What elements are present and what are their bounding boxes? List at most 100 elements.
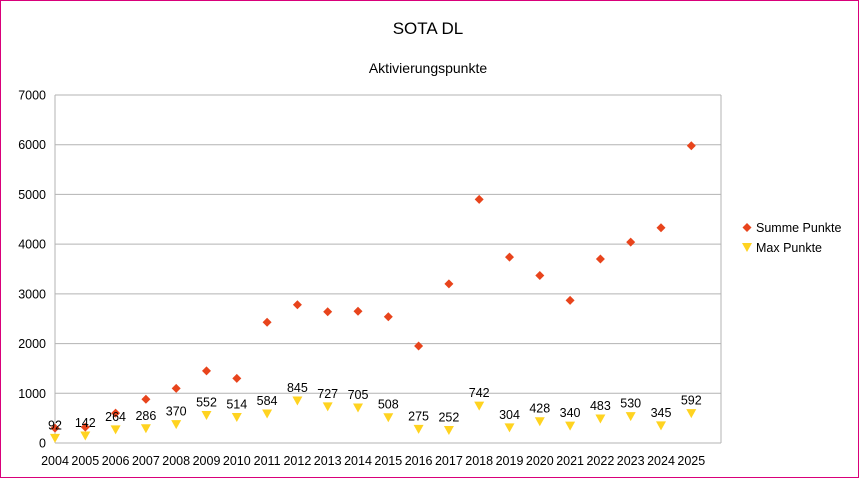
point-summe-punkte	[202, 366, 211, 376]
x-tick-label: 2019	[496, 454, 524, 468]
x-tick-label: 2016	[405, 454, 433, 468]
legend-item-summe: Summe Punkte	[742, 221, 842, 235]
x-tick-label: 2020	[526, 454, 554, 468]
point-summe-punkte	[323, 307, 333, 317]
data-label: 483	[590, 399, 611, 413]
point-summe-punkte	[535, 270, 545, 280]
point-max-punkte	[292, 396, 303, 406]
data-label: 264	[105, 410, 126, 424]
data-label: 508	[378, 398, 399, 412]
y-tick-label: 4000	[18, 238, 46, 252]
data-label: 552	[196, 396, 217, 410]
point-max-punkte	[534, 417, 545, 427]
data-label: 370	[166, 405, 187, 419]
point-max-punkte	[565, 421, 576, 431]
point-summe-punkte	[50, 423, 60, 433]
point-max-punkte	[686, 409, 697, 419]
point-summe-punkte	[565, 295, 575, 305]
point-max-punkte	[474, 401, 485, 411]
x-tick-label: 2017	[435, 454, 463, 468]
x-tick-label: 2007	[132, 454, 160, 468]
x-tick-label: 2022	[586, 454, 614, 468]
data-label: 514	[226, 397, 247, 411]
x-tick-label: 2006	[102, 454, 130, 468]
data-label: 252	[438, 410, 459, 424]
point-summe-punkte	[80, 422, 90, 432]
data-label: 275	[408, 409, 429, 423]
point-summe-punkte	[474, 194, 484, 204]
point-summe-punkte	[595, 254, 605, 264]
point-summe-punkte	[444, 279, 454, 289]
point-max-punkte	[413, 424, 424, 434]
point-max-punkte	[80, 431, 91, 441]
y-tick-label: 2000	[18, 337, 46, 351]
x-tick-label: 2004	[41, 454, 69, 468]
point-summe-punkte	[262, 317, 272, 327]
data-label: 705	[348, 388, 369, 402]
point-summe-punkte	[141, 394, 151, 404]
chart-subtitle: Aktivierungspunkte	[369, 60, 488, 76]
point-summe-punkte	[414, 341, 424, 351]
data-label: 286	[135, 409, 156, 423]
point-max-punkte	[140, 424, 151, 434]
point-max-punkte	[504, 423, 515, 433]
point-max-punkte	[383, 413, 394, 423]
y-tick-label: 6000	[18, 138, 46, 152]
legend: Summe Punkte Max Punkte	[742, 221, 842, 255]
x-tick-label: 2023	[617, 454, 645, 468]
x-tick-label: 2013	[314, 454, 342, 468]
x-tick-label: 2015	[374, 454, 402, 468]
data-labels: 92 142 264 286 370 552 514 584 845 727 705 508 275 25…	[48, 381, 702, 432]
point-summe-punkte	[171, 383, 181, 393]
x-tick-label: 2018	[465, 454, 493, 468]
x-tick-label: 2012	[283, 454, 311, 468]
point-max-punkte	[443, 425, 454, 435]
legend-marker-summe	[742, 223, 752, 232]
data-label: 345	[651, 406, 672, 420]
gridlines	[54, 94, 722, 444]
point-summe-punkte	[383, 312, 393, 322]
data-label: 727	[317, 387, 338, 401]
legend-marker-max	[742, 243, 752, 252]
point-summe-punkte	[232, 373, 242, 383]
x-tick-label: 2024	[647, 454, 675, 468]
point-max-punkte	[322, 402, 333, 412]
data-label: 304	[499, 408, 520, 422]
point-max-punkte	[201, 411, 212, 421]
data-label: 428	[529, 402, 550, 416]
point-summe-punkte	[656, 223, 666, 233]
plot-area	[50, 141, 697, 443]
x-tick-label: 2025	[677, 454, 705, 468]
point-max-punkte	[656, 421, 666, 431]
data-label: 92	[48, 418, 62, 432]
point-max-punkte	[625, 412, 636, 422]
y-tick-label: 5000	[18, 188, 46, 202]
point-summe-punkte	[111, 408, 121, 418]
y-axis: 0 1000 2000 3000 4000 5000 6000 7000	[18, 89, 46, 451]
point-summe-punkte	[505, 252, 514, 262]
y-tick-label: 7000	[18, 89, 46, 103]
x-tick-label: 2010	[223, 454, 251, 468]
data-label: 530	[620, 397, 641, 411]
data-label: 592	[681, 394, 702, 408]
point-max-punkte	[171, 420, 182, 430]
legend-label-summe: Summe Punkte	[756, 221, 842, 235]
legend-item-max: Max Punkte	[742, 241, 822, 255]
y-tick-label: 0	[39, 437, 46, 451]
x-tick-label: 2008	[162, 454, 190, 468]
point-max-punkte	[50, 433, 60, 443]
legend-label-max: Max Punkte	[756, 241, 822, 255]
x-tick-label: 2009	[193, 454, 221, 468]
point-max-punkte	[262, 409, 273, 419]
data-label: 340	[560, 406, 581, 420]
point-summe-punkte	[353, 306, 363, 316]
chart-title: SOTA DL	[393, 19, 464, 38]
point-max-punkte	[595, 414, 606, 424]
point-summe-punkte	[626, 237, 636, 247]
point-max-punkte	[353, 403, 363, 413]
y-tick-label: 1000	[18, 387, 46, 401]
x-tick-label: 2005	[71, 454, 99, 468]
x-tick-label: 2014	[344, 454, 372, 468]
data-label: 845	[287, 381, 308, 395]
